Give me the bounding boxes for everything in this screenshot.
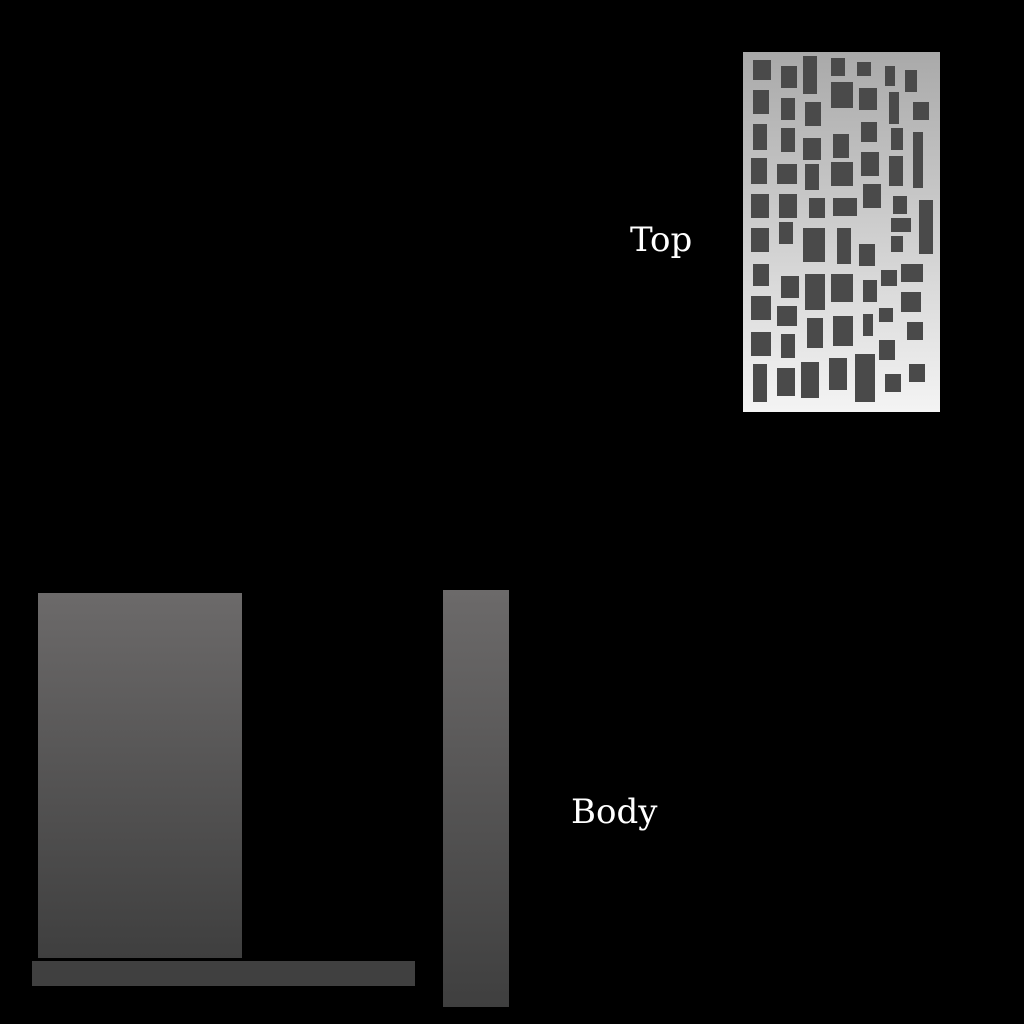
top-cutout-29: [809, 198, 825, 218]
top-cutout-56: [781, 334, 795, 358]
top-cutout-26: [889, 156, 903, 186]
top-cutout-36: [803, 228, 825, 262]
top-cutout-65: [909, 364, 925, 382]
top-cutout-44: [831, 274, 853, 302]
top-cutout-64: [885, 374, 901, 392]
top-cutout-21: [751, 158, 767, 184]
top-cutout-35: [779, 222, 793, 244]
top-cutout-60: [777, 368, 795, 396]
body-side-panel: [443, 590, 509, 1007]
body-label: Body: [571, 792, 658, 832]
top-cutout-50: [807, 318, 823, 348]
top-cutout-62: [829, 358, 847, 390]
top-cutout-59: [753, 364, 767, 402]
top-cutout-30: [833, 198, 857, 216]
top-cutout-16: [803, 138, 821, 160]
top-cutout-63: [855, 354, 875, 402]
top-cutout-54: [901, 292, 921, 312]
top-cutout-38: [859, 244, 875, 266]
body-base-strip: [32, 961, 415, 986]
top-cutout-32: [893, 196, 907, 214]
top-cutout-47: [901, 264, 923, 282]
top-cutout-3: [831, 58, 845, 76]
top-cutout-6: [905, 70, 917, 92]
top-cutout-34: [751, 228, 769, 252]
top-cutout-11: [859, 88, 877, 110]
top-cutout-9: [805, 102, 821, 126]
top-cutout-37: [837, 228, 851, 264]
top-cutout-19: [891, 128, 903, 150]
top-cutout-17: [833, 134, 849, 158]
top-cutout-52: [863, 314, 873, 336]
top-cutout-15: [781, 128, 795, 152]
top-cutout-20: [913, 132, 923, 188]
top-cutout-48: [751, 296, 771, 320]
top-cutout-51: [833, 316, 853, 346]
top-cutout-49: [777, 306, 797, 326]
top-cutout-61: [801, 362, 819, 398]
top-cutout-pattern: [751, 56, 933, 402]
top-cutout-53: [879, 308, 893, 322]
top-cutout-45: [863, 280, 877, 302]
body-front-panel: [38, 593, 242, 958]
top-cutout-5: [885, 66, 895, 86]
top-cutout-33: [919, 200, 933, 254]
top-cutout-46: [881, 270, 897, 286]
top-cutout-27: [751, 194, 769, 218]
top-cutout-0: [753, 60, 771, 80]
top-cutout-24: [831, 162, 853, 186]
top-cutout-14: [753, 124, 767, 150]
top-cutout-7: [753, 90, 769, 114]
top-cutout-28: [779, 194, 797, 218]
top-cutout-39: [891, 218, 911, 232]
top-cutout-58: [907, 322, 923, 340]
top-cutout-2: [803, 56, 817, 94]
top-cutout-4: [857, 62, 871, 76]
top-cutout-8: [781, 98, 795, 120]
top-cutout-55: [751, 332, 771, 356]
top-cutout-12: [889, 92, 899, 124]
top-cutout-40: [891, 236, 903, 252]
top-cutout-10: [831, 82, 853, 108]
top-cutout-23: [805, 164, 819, 190]
top-cutout-31: [863, 184, 881, 208]
top-texture-panel: [743, 52, 940, 412]
top-cutout-1: [781, 66, 797, 88]
top-cutout-41: [753, 264, 769, 286]
top-cutout-42: [781, 276, 799, 298]
top-cutout-13: [913, 102, 929, 120]
top-cutout-18: [861, 122, 877, 142]
top-cutout-25: [861, 152, 879, 176]
top-cutout-43: [805, 274, 825, 310]
top-cutout-57: [879, 340, 895, 360]
top-cutout-22: [777, 164, 797, 184]
top-label: Top: [630, 220, 693, 260]
